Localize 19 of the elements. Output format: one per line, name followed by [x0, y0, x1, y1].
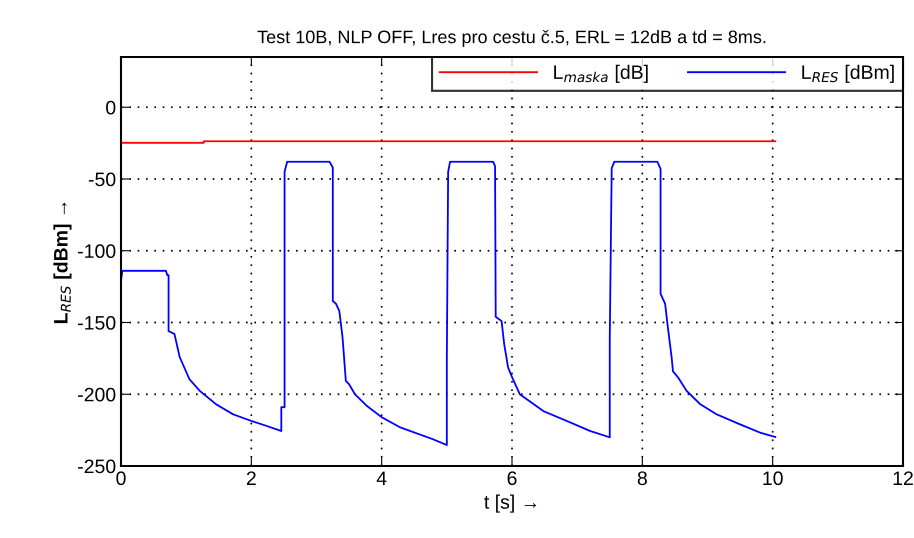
x-tick-label: 8 [638, 471, 647, 486]
line-series [121, 160, 776, 446]
y-tick-label: -250 [78, 459, 116, 474]
x-axis-title: t [s] → [484, 494, 536, 513]
x-tick-label: 2 [246, 471, 256, 485]
y-axis-title: L$_{RES}$ [dBm] → [53, 202, 72, 324]
y-tick-label: -50 [88, 172, 116, 186]
y-tick-label: -200 [78, 388, 116, 402]
x-tick-label: 0 [116, 471, 126, 486]
x-tick-label: 4 [376, 472, 387, 485]
chart-title: Test 10B, NLP OFF, Lres pro cestu č.5, ERL = 12dB a td = 8ms. [258, 30, 766, 47]
y-tick-label: -150 [78, 316, 116, 330]
legend-label: L$_{maska}$ [dB] [554, 64, 648, 83]
y-tick-label: 0 [106, 100, 116, 114]
x-tick-label: 10 [763, 471, 783, 486]
legend-label: L$_{RES}$ [dBm] [802, 64, 894, 83]
y-tick-label: -100 [78, 244, 116, 258]
x-tick-label: 6 [508, 471, 517, 486]
x-tick-label: 12 [894, 471, 913, 485]
